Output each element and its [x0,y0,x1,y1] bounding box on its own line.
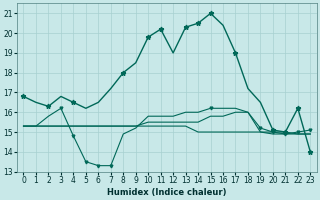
X-axis label: Humidex (Indice chaleur): Humidex (Indice chaleur) [107,188,227,197]
